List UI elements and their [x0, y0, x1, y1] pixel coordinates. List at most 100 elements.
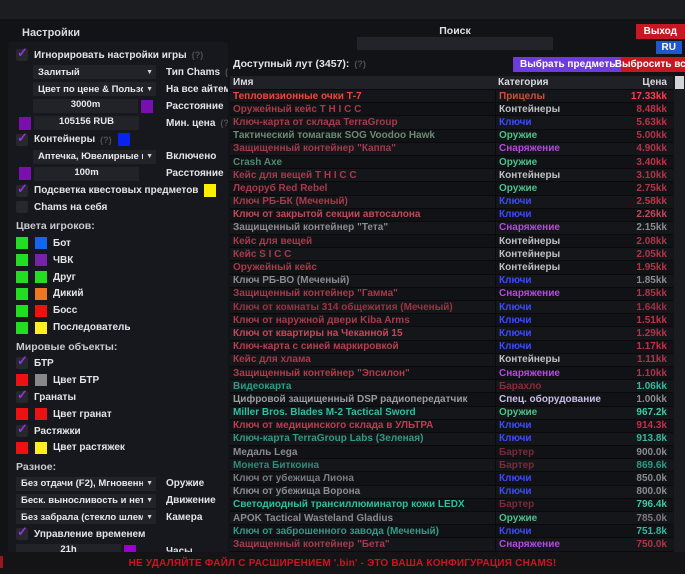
item-category: Ключи: [495, 340, 613, 353]
color-swatch-primary[interactable]: [16, 321, 28, 334]
loot-table-row[interactable]: Кейс для вещей Контейнеры 2.08kk: [230, 235, 673, 249]
loot-table-row[interactable]: Защищенный контейнер "Каппа" Снаряжение 4.…: [230, 142, 673, 156]
checkbox-checked[interactable]: [16, 353, 28, 370]
color-swatch-primary[interactable]: [16, 374, 28, 387]
loot-table-row[interactable]: Ключ от комнаты 314 общежития (Меченый) К…: [230, 301, 673, 315]
color-swatch-primary[interactable]: [16, 304, 28, 317]
color-swatch-secondary[interactable]: [35, 304, 47, 317]
checkbox-checked[interactable]: [16, 524, 28, 541]
item-category: Контейнеры: [495, 261, 613, 274]
settings-row-21: Цвет гранат: [8, 406, 228, 423]
column-header-name[interactable]: Имя: [233, 77, 254, 88]
color-swatch-secondary[interactable]: [35, 374, 47, 387]
loot-table-row[interactable]: Ключ от закрытой секции автосалона Ключи 2…: [230, 208, 673, 222]
value-input[interactable]: 105156 RUB: [34, 116, 139, 130]
loot-table-row[interactable]: Ключ-карта от склада TerraGroup Ключи 5.63…: [230, 116, 673, 130]
color-swatch-secondary[interactable]: [35, 408, 47, 421]
hint-icon: (?): [225, 67, 228, 78]
loot-table-row[interactable]: Защищенный контейнер "Тета" Снаряжение 2.1…: [230, 221, 673, 236]
color-swatch-primary[interactable]: [16, 237, 28, 250]
loot-table-row[interactable]: Miller Bros. Blades M-2 Tactical Sword Ор…: [230, 406, 673, 420]
exit-button[interactable]: Выход: [635, 24, 685, 39]
checkbox-unchecked[interactable]: [16, 201, 28, 214]
color-swatch-secondary[interactable]: [35, 441, 47, 454]
loot-table-row[interactable]: Оружейный кейс Контейнеры 1.95kk: [230, 261, 673, 275]
loot-table-row[interactable]: Ледоруб Red Rebel Оружие 2.75kk: [230, 182, 673, 196]
loot-table-row[interactable]: Тепловизионные очки Т-7 Прицелы 17.33kk: [230, 90, 673, 104]
color-swatch[interactable]: [141, 99, 153, 113]
loot-table-row[interactable]: Оружейный кейс T H I C C Контейнеры 8.48kk: [230, 103, 673, 117]
loot-table-row[interactable]: Медаль Lega Бартер 900.0k: [230, 446, 673, 460]
dropdown[interactable]: Залитый ▼: [33, 65, 156, 80]
loot-table-row[interactable]: Ключ от заброшенного завода (Меченый) Клю…: [230, 525, 673, 539]
color-swatch-secondary[interactable]: [35, 271, 47, 284]
discard-all-button[interactable]: Выбросить все: [614, 57, 685, 72]
item-name: Ключ-карта TerraGroup Labs (Зеленая): [233, 433, 424, 445]
loot-table-row[interactable]: Ключ от убежища Лиона Ключи 850.0k: [230, 472, 673, 486]
color-swatch[interactable]: [19, 116, 31, 130]
loot-table-row[interactable]: Кейс для хлама Контейнеры 1.11kk: [230, 353, 673, 367]
item-price: 913.8k: [636, 433, 667, 445]
item-name: Оружейный кейс T H I C C: [233, 103, 362, 115]
color-swatch[interactable]: [204, 184, 217, 198]
control-area: 3000m: [16, 99, 158, 114]
search-input[interactable]: [357, 37, 553, 50]
dropdown[interactable]: Без отдачи (F2), Мгновенное п▼: [16, 476, 156, 491]
item-category: Контейнеры: [495, 353, 613, 366]
color-swatch-primary[interactable]: [16, 408, 28, 421]
loot-table-row[interactable]: Crash Axe Оружие 3.40kk: [230, 155, 673, 170]
loot-table-row[interactable]: Ключ-карта TerraGroup Labs (Зеленая) Ключ…: [230, 432, 673, 447]
checkbox-checked[interactable]: [16, 130, 28, 146]
color-swatch[interactable]: [117, 133, 130, 147]
color-swatch[interactable]: [19, 167, 31, 181]
dropdown[interactable]: Без забрала (стекло шлема) ▼: [16, 510, 156, 525]
checkbox-checked[interactable]: [16, 45, 28, 62]
loot-table-row[interactable]: Ключ от убежища Ворона Ключи 800.0k: [230, 485, 673, 499]
loot-table-row[interactable]: Кейс S I C C Контейнеры 2.05kk: [230, 248, 673, 262]
color-swatch-primary[interactable]: [16, 271, 28, 284]
color-swatch-primary[interactable]: [16, 441, 28, 454]
item-name: APOK Tactical Wasteland Gladius: [233, 512, 394, 524]
loot-table-row[interactable]: Ключ от квартиры на Чеканной 15 Ключи 1.29…: [230, 327, 673, 341]
color-swatch-primary[interactable]: [16, 254, 28, 267]
color-swatch-primary[interactable]: [16, 287, 28, 300]
color-swatch-secondary[interactable]: [35, 254, 47, 267]
item-category: Снаряжение: [495, 366, 613, 380]
checkbox-checked[interactable]: [16, 421, 28, 438]
language-button[interactable]: RU: [655, 41, 682, 54]
loot-table-row[interactable]: Монета Биткоина Бартер 869.6k: [230, 459, 673, 473]
loot-table-row[interactable]: Светодиодный трансиллюминатор кожи LEDX Б…: [230, 498, 673, 512]
loot-table-row[interactable]: Ключ от наружной двери Kiba Arms Ключи 1.5…: [230, 314, 673, 328]
loot-table-row[interactable]: APOK Tactical Wasteland Gladius Оружие 785…: [230, 512, 673, 526]
item-category: Контейнеры: [495, 103, 613, 116]
dropdown[interactable]: Аптечка, Ювелирные и...▼: [33, 149, 156, 164]
loot-table-row[interactable]: Кейс для вещей T H I C C Контейнеры 3.10kk: [230, 169, 673, 183]
loot-table-row[interactable]: Защищенный контейнер "Эпсилон" Снаряжение…: [230, 366, 673, 381]
loot-table-row[interactable]: Ключ от медицинского склада в УЛЬТРА Ключ…: [230, 419, 673, 433]
scrollbar-thumb[interactable]: [675, 76, 684, 89]
color-swatch-secondary[interactable]: [35, 237, 47, 250]
table-scrollbar[interactable]: [674, 76, 685, 554]
column-header-category[interactable]: Категория: [498, 77, 549, 88]
section-label: Цвета игроков:: [16, 220, 95, 233]
value-input[interactable]: 100m: [34, 166, 139, 181]
dropdown[interactable]: Беск. выносливость и нет уста▼: [16, 493, 156, 508]
column-header-price[interactable]: Цена: [642, 77, 667, 88]
item-name: Защищенный контейнер "Гамма": [233, 288, 398, 300]
color-swatch-secondary[interactable]: [35, 287, 47, 300]
checkbox-checked[interactable]: [16, 387, 28, 404]
loot-table-row[interactable]: Ключ-карта с синей маркировкой Ключи 1.17k…: [230, 340, 673, 354]
loot-table-row[interactable]: Защищенный контейнер "Гамма" Снаряжение 1.…: [230, 287, 673, 301]
chevron-down-icon: ▼: [146, 513, 153, 521]
color-swatch-secondary[interactable]: [35, 321, 47, 334]
dropdown[interactable]: Цвет по цене & Пользователь▼: [33, 82, 156, 97]
loot-table-row[interactable]: Защищенный контейнер "Бета" Снаряжение 750…: [230, 538, 673, 552]
loot-table-row[interactable]: Цифровой защищенный DSP радиопередатчик С…: [230, 393, 673, 407]
checkbox-checked[interactable]: [16, 181, 28, 197]
loot-table-row[interactable]: Видеокарта Барахло 1.06kk: [230, 380, 673, 394]
loot-table-row[interactable]: Тактический томагавк SOG Voodoo Hawk Оруж…: [230, 129, 673, 143]
loot-table-row[interactable]: Ключ РБ-ВО (Меченый) Ключи 1.85kk: [230, 274, 673, 288]
loot-table-row[interactable]: Ключ РБ-БК (Меченый) Ключи 2.58kk: [230, 195, 673, 209]
select-kappa-items-button[interactable]: Выбрать предметы каппа: [513, 57, 656, 72]
value-input[interactable]: 3000m: [33, 99, 138, 114]
